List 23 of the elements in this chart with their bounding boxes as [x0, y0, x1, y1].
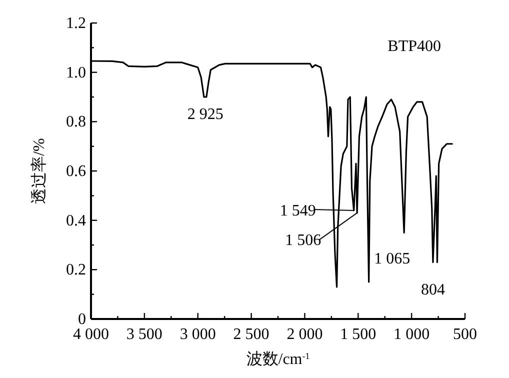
x-tick-label: 1 000 [394, 326, 430, 343]
annotation: BTP400 [388, 38, 441, 55]
x-tick-label: 1 500 [340, 326, 376, 343]
x-tick-label: 3 000 [180, 326, 216, 343]
annotation: 2 925 [187, 106, 224, 123]
annotation: 1 506 [285, 232, 322, 249]
annotation: 1 065 [374, 250, 410, 268]
y-tick-label: 0 [78, 311, 86, 328]
annotation: 804 [420, 281, 445, 298]
y-axis-title: 透过率/% [30, 138, 48, 204]
x-tick-label: 3 500 [126, 326, 162, 343]
y-tick-label: 0.2 [66, 262, 86, 279]
x-tick-label: 500 [453, 326, 477, 343]
x-tick-label: 4 000 [73, 326, 109, 343]
y-tick-label: 1.2 [66, 15, 86, 32]
y-tick-label: 0.4 [66, 212, 86, 230]
x-tick-label: 2 000 [286, 326, 323, 343]
y-tick-label: 0.8 [66, 114, 86, 131]
annotation: 1 549 [280, 202, 316, 220]
x-axis-title: 波数/cm$^{-1}$ [246, 350, 310, 368]
x-tick-label: 2 500 [233, 326, 270, 343]
y-tick-label: 0.6 [66, 163, 86, 180]
y-tick-label: 1.0 [66, 64, 86, 82]
